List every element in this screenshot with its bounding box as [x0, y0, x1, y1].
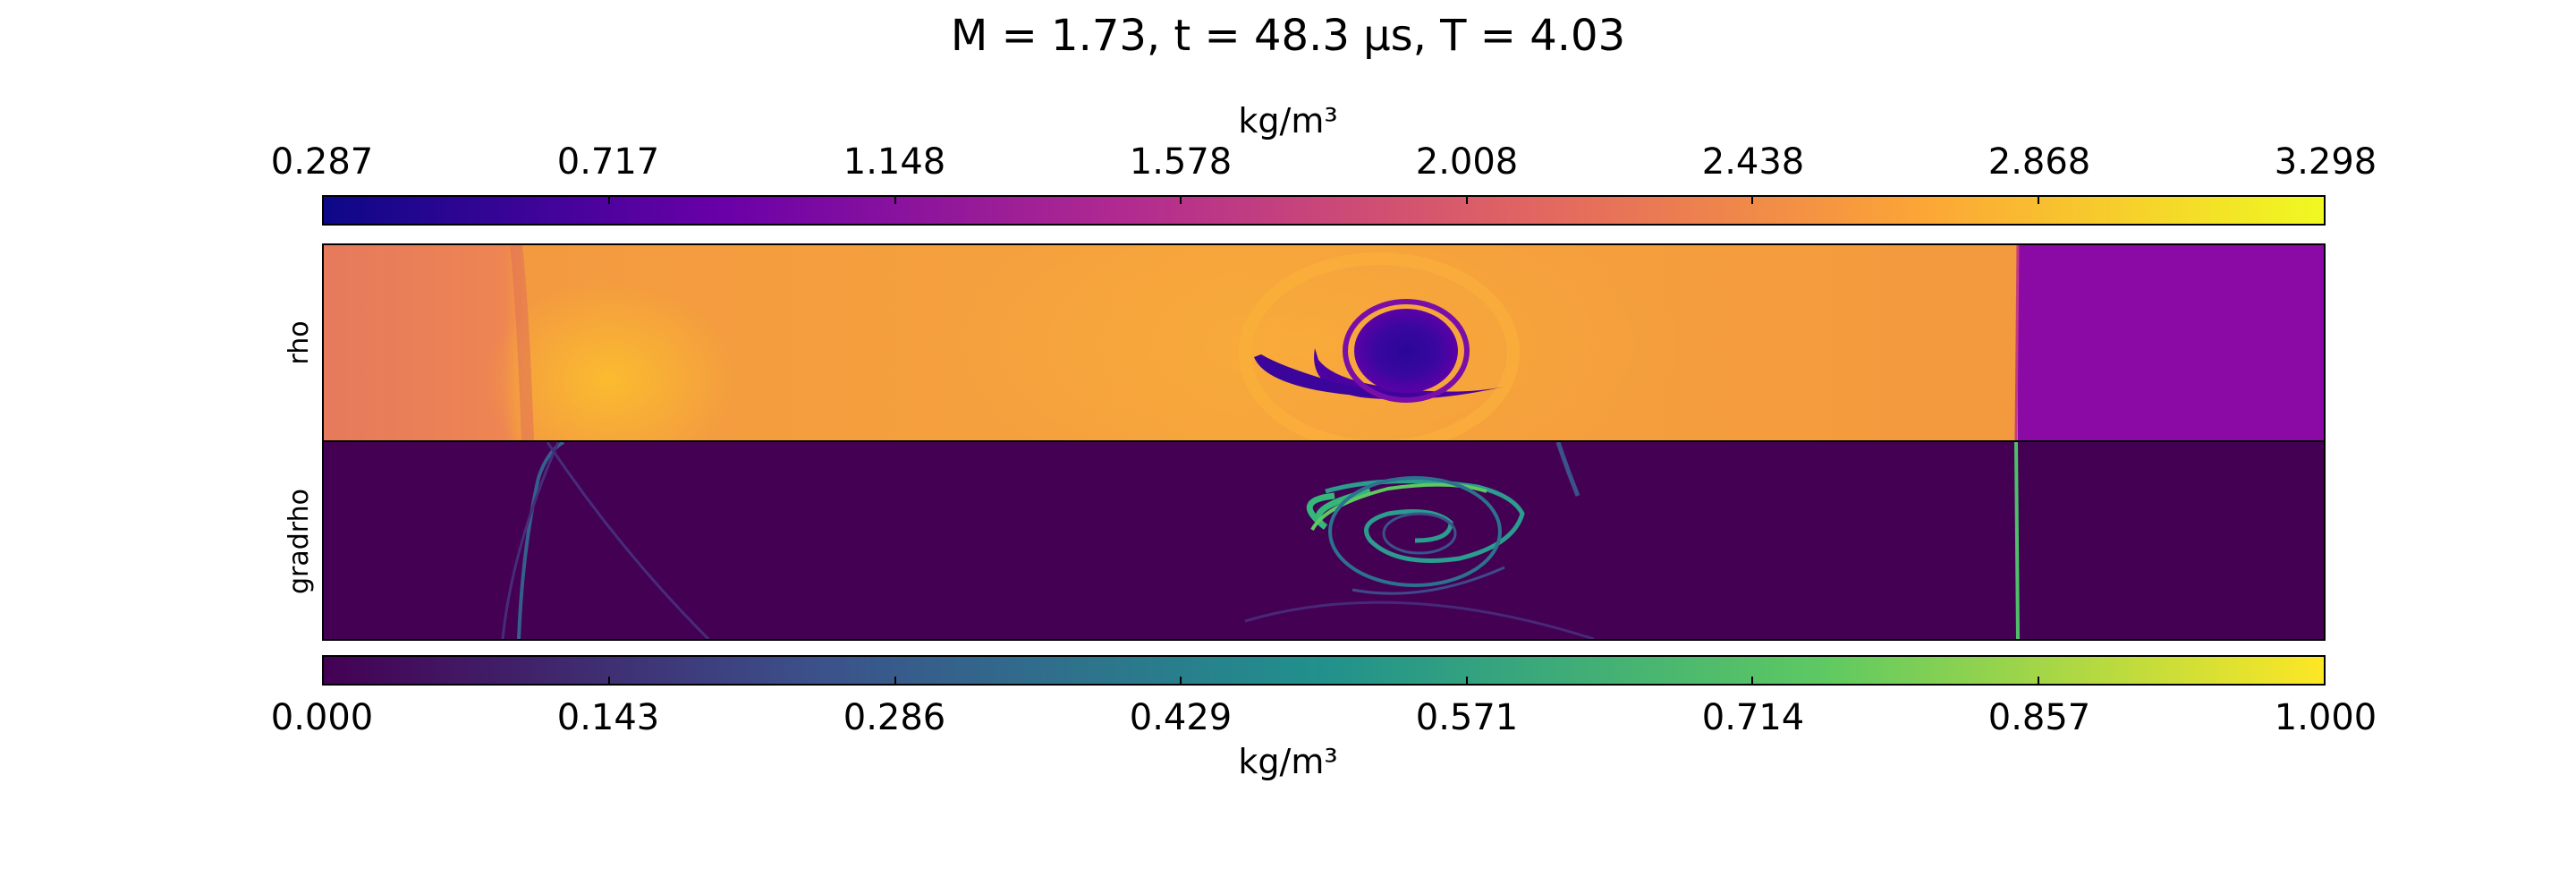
colorbar-1-tick-label-4: 0.571 — [1415, 697, 1519, 738]
top-colorbar — [322, 195, 2326, 226]
rho-panel — [322, 243, 2326, 442]
rho-reflected-wave — [510, 245, 534, 440]
rho-heatmap — [324, 245, 2324, 440]
colorbar-1-tick-label-7: 1.000 — [2274, 697, 2377, 738]
colorbar-1-tick-mark-2 — [894, 677, 896, 686]
gradrho-vortex-tip — [1306, 488, 1371, 530]
colorbar-0-tick-mark-3 — [1180, 195, 1182, 204]
colorbar-0-tick-mark-6 — [2037, 195, 2039, 204]
gradrho-vortex-wake — [1352, 566, 1505, 595]
bottom-colorbar-label: kg/m³ — [1238, 742, 1338, 781]
rho-vortex-edge — [1343, 299, 1470, 403]
colorbar-1-tick-label-1: 0.143 — [556, 697, 660, 738]
colorbar-0-tick-label-0: 0.287 — [270, 141, 374, 183]
colorbar-0-tick-label-2: 1.148 — [843, 141, 946, 183]
rho-axis-label: rho — [284, 320, 315, 365]
colorbar-1-tick-label-0: 0.000 — [270, 697, 374, 738]
colorbar-0-tick-label-4: 2.008 — [1415, 141, 1519, 183]
gradrho-background — [324, 442, 2324, 639]
gradrho-reflected-wave — [517, 442, 565, 639]
bottom-colorbar-tick-labels: 0.000 0.143 0.286 0.429 0.571 0.714 0.857 1.000 — [0, 696, 2576, 739]
colorbar-1-tick-mark-6 — [2037, 677, 2039, 686]
gradrho-weak-wave-2 — [501, 442, 560, 639]
rho-vortex-filament — [1254, 354, 1451, 397]
figure-title: M = 1.73, t = 48.3 μs, T = 4.03 — [950, 11, 1626, 61]
rho-high-density-region — [485, 281, 735, 440]
colorbar-0-tick-label-5: 2.438 — [1701, 141, 1805, 183]
colorbar-0-tick-mark-2 — [894, 195, 896, 204]
gradrho-weak-wave-1 — [546, 442, 710, 639]
colorbar-1-tick-label-5: 0.714 — [1701, 697, 1805, 738]
rho-vortex-ring — [1239, 252, 1520, 440]
rho-pre-shock-region — [2018, 245, 2324, 440]
colorbar-0-tick-mark-1 — [608, 195, 611, 204]
rho-shock-front — [2014, 245, 2020, 440]
colorbar-0-tick-label-7: 3.298 — [2274, 141, 2377, 183]
gradrho-vortex-inner — [1382, 512, 1457, 555]
gradrho-heatmap — [324, 442, 2324, 639]
gradrho-axis-label: gradrho — [284, 489, 315, 594]
gradrho-shock-front — [2014, 442, 2020, 639]
bottom-colorbar — [322, 655, 2326, 686]
gradrho-slip-line — [1555, 442, 1580, 497]
gradrho-panel — [322, 440, 2326, 641]
colorbar-1-tick-mark-4 — [1465, 677, 1468, 686]
colorbar-0-tick-label-1: 0.717 — [556, 141, 660, 183]
colorbar-1-tick-mark-1 — [608, 677, 611, 686]
top-colorbar-tick-labels: 0.287 0.717 1.148 1.578 2.008 2.438 2.868 3.298 — [0, 141, 2576, 183]
colorbar-1-tick-mark-3 — [1180, 677, 1182, 686]
colorbar-0-tick-mark-4 — [1465, 195, 1468, 204]
colorbar-0-tick-mark-5 — [1751, 195, 1754, 204]
colorbar-0-tick-label-3: 1.578 — [1129, 141, 1233, 183]
gradrho-faint-arc — [1244, 601, 1595, 639]
top-colorbar-label: kg/m³ — [1238, 101, 1338, 141]
gradrho-vortex-ring — [1328, 476, 1502, 587]
colorbar-0-tick-label-6: 2.868 — [1987, 141, 2091, 183]
rho-vortex-core — [1354, 309, 1458, 393]
colorbar-1-tick-label-2: 0.286 — [843, 697, 946, 738]
colorbar-1-tick-label-3: 0.429 — [1129, 697, 1233, 738]
colorbar-1-tick-mark-5 — [1751, 677, 1754, 686]
colorbar-1-tick-label-6: 0.857 — [1987, 697, 2091, 738]
